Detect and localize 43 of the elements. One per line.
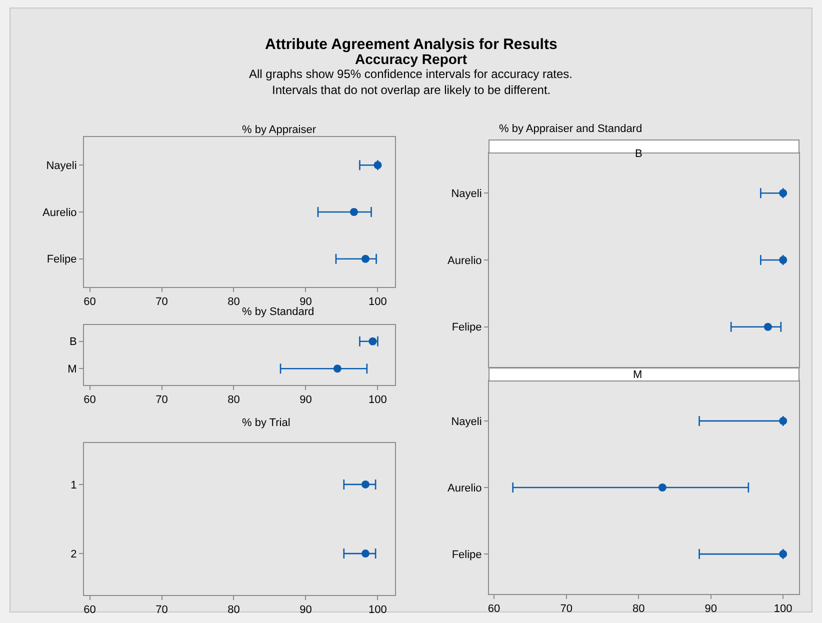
x-tick-label: 60: [84, 604, 96, 616]
x-tick-label: 80: [228, 296, 240, 308]
y-tick-label: Nayeli: [46, 160, 77, 172]
y-tick-label: Felipe: [452, 322, 482, 334]
chart-title: % by Standard: [242, 306, 314, 318]
x-tick-label: 60: [84, 296, 96, 308]
y-tick-label: 2: [70, 548, 77, 560]
y-tick-label: 1: [70, 479, 77, 492]
y-tick-label: Aurelio: [42, 206, 77, 219]
x-tick-label: 90: [300, 296, 312, 308]
text: Attribute Agreement Analysis for Results: [265, 36, 558, 53]
x-tick-label: 90: [704, 603, 717, 616]
y-tick-label: M: [68, 363, 77, 376]
chart-subtitle: B: [635, 148, 642, 160]
x-tick-label: 90: [300, 604, 312, 616]
x-tick-label: 80: [228, 604, 240, 616]
x-tick-label: 90: [300, 394, 312, 406]
x-tick-label: 70: [156, 604, 168, 616]
text: All graphs show 95% confidence intervals for accuracy rates.: [249, 67, 572, 81]
x-tick-label: 80: [632, 603, 645, 616]
x-tick-label: 60: [488, 603, 500, 616]
x-tick-label: 100: [368, 296, 387, 308]
x-tick-label: 70: [560, 603, 572, 616]
chart-title: % by Appraiser and Standard: [499, 123, 642, 135]
y-tick-label: Aurelio: [448, 482, 482, 494]
x-tick-label: 70: [156, 296, 168, 308]
x-tick-label: 80: [228, 394, 240, 406]
x-tick-label: 70: [156, 394, 168, 406]
y-tick-label: Felipe: [452, 548, 482, 561]
y-tick-label: Felipe: [46, 254, 77, 266]
text: Accuracy Report: [355, 51, 468, 67]
x-tick-label: 100: [774, 603, 792, 616]
chart-title: % by Trial: [242, 417, 290, 429]
x-tick-label: 100: [368, 604, 387, 616]
y-tick-label: B: [69, 336, 77, 348]
chart-subtitle: M: [633, 369, 642, 381]
x-tick-label: 100: [368, 394, 387, 406]
text: Intervals that do not overlap are likely to be different.: [272, 83, 551, 97]
x-tick-label: 60: [84, 394, 96, 406]
y-tick-label: Nayeli: [451, 188, 482, 200]
chart-title: % by Appraiser: [242, 124, 316, 136]
y-tick-label: Aurelio: [448, 254, 482, 267]
y-tick-label: Nayeli: [451, 416, 482, 428]
